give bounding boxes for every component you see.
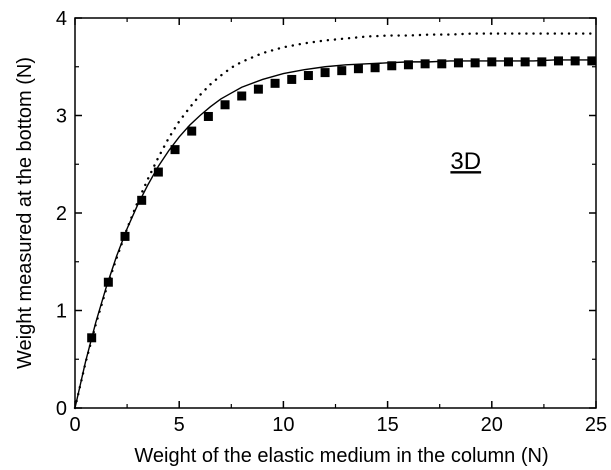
data-point (187, 126, 197, 136)
data-point (487, 57, 497, 67)
data-point (470, 58, 480, 68)
data-point (170, 145, 180, 155)
data-point (353, 64, 363, 74)
data-point (137, 195, 147, 205)
data-point (203, 111, 213, 121)
y-axis-label: Weight measured at the bottom (N) (14, 57, 36, 369)
data-point (420, 59, 430, 69)
data-point (553, 56, 563, 66)
data-point (403, 60, 413, 70)
ticks-layer: 0 5 10 15 20 25 0 1 2 3 4 (56, 8, 607, 436)
data-point (153, 167, 163, 177)
dotted-series-line (73, 32, 598, 410)
data-point (387, 61, 397, 71)
data-point (253, 84, 263, 94)
x-tick-label: 15 (376, 414, 398, 436)
data-point (520, 57, 530, 67)
data-point (320, 68, 330, 78)
x-tick-label: 10 (272, 414, 294, 436)
annotation-3d: 3D (450, 148, 481, 175)
solid-series-line (74, 59, 596, 409)
y-tick-label: 3 (56, 106, 67, 128)
x-tick-label: 5 (174, 414, 185, 436)
y-tick-label: 4 (56, 8, 67, 30)
data-point (237, 91, 247, 101)
data-point (270, 78, 280, 88)
data-point (437, 59, 447, 69)
y-tick-label: 1 (56, 301, 67, 323)
data-point (503, 57, 513, 67)
plot-frame (74, 17, 597, 409)
data-point (287, 74, 297, 84)
x-axis-label: Weight of the elastic medium in the colu… (134, 445, 548, 467)
data-layer (73, 32, 598, 410)
data-point (570, 56, 580, 66)
data-point (453, 58, 463, 68)
data-point (537, 57, 547, 67)
data-point (220, 100, 230, 110)
data-point (370, 63, 380, 73)
x-tick-label: 0 (69, 414, 80, 436)
x-tick-label: 20 (481, 414, 503, 436)
data-point (337, 66, 347, 76)
data-point (587, 56, 597, 66)
x-tick-label: 25 (585, 414, 607, 436)
data-point (303, 71, 313, 81)
y-tick-label: 0 (56, 398, 67, 420)
y-tick-label: 2 (56, 203, 67, 225)
data-point (120, 231, 130, 241)
